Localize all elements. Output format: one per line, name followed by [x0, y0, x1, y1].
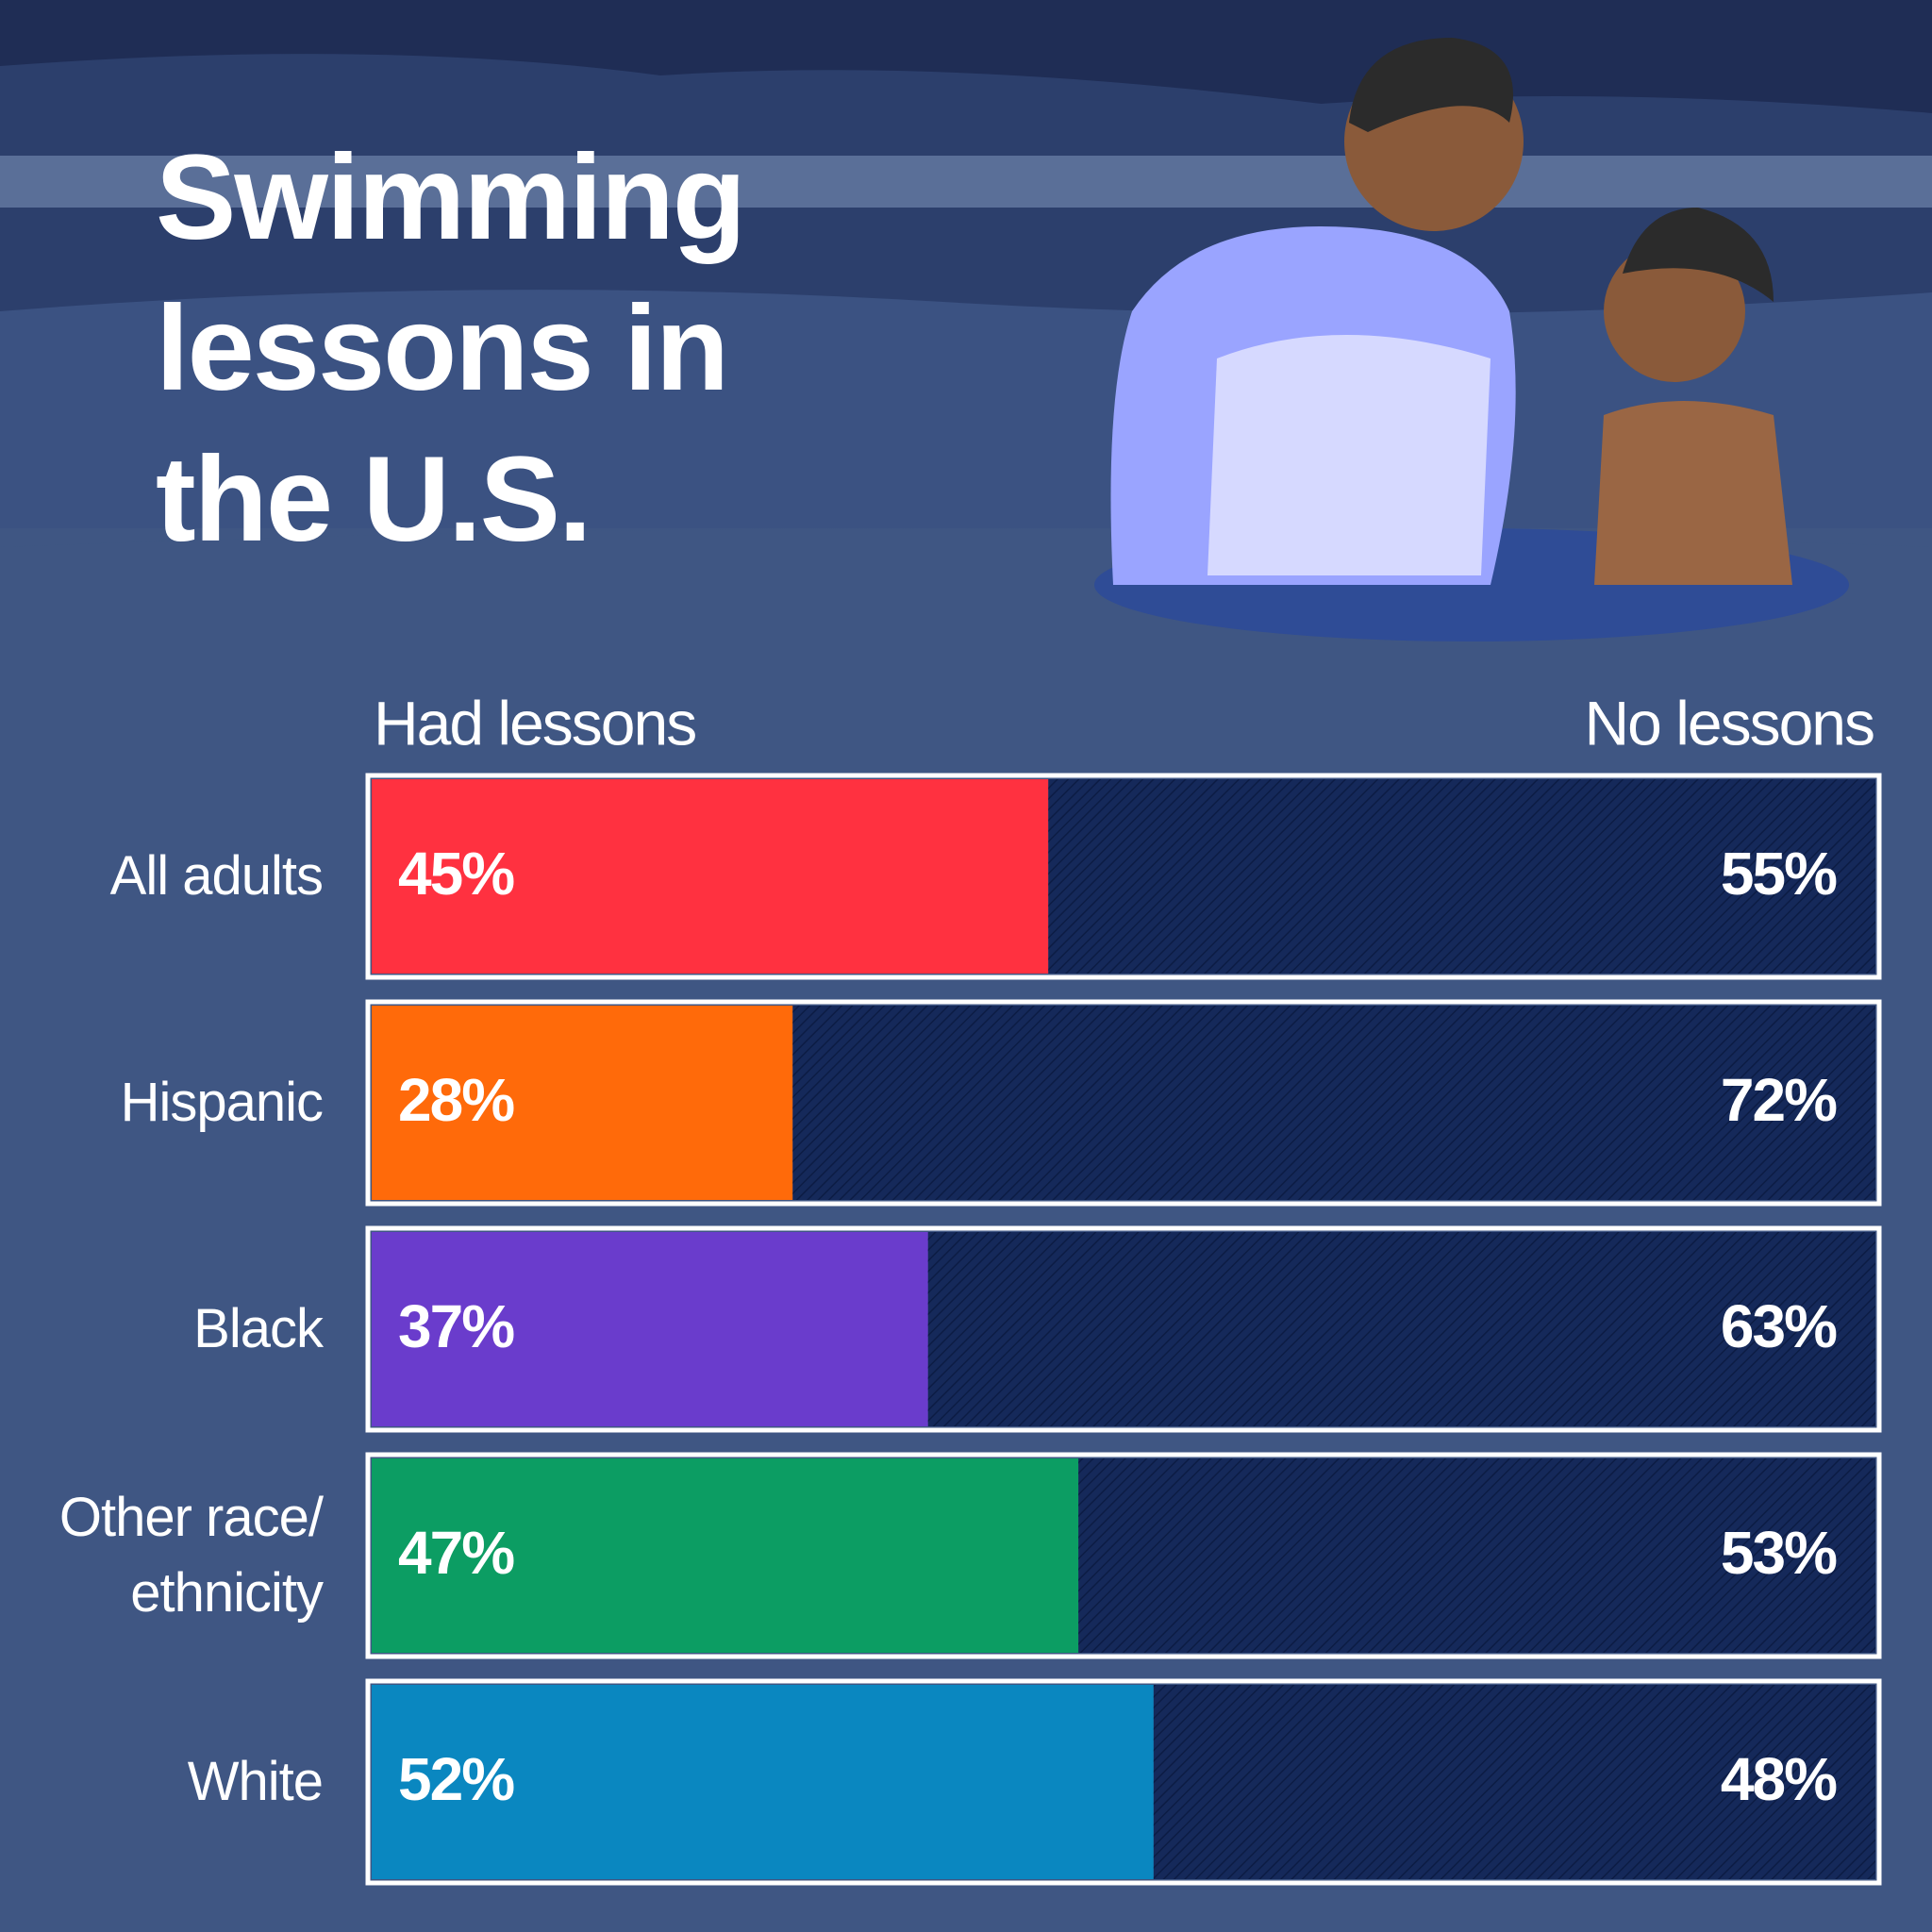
bar-frame [365, 1452, 1882, 1659]
legend-label: No lessons [1585, 688, 1874, 758]
category-label: All adults [109, 845, 324, 907]
bar-frame [365, 1678, 1882, 1886]
value-label: 55% [1721, 840, 1837, 908]
value-label: 45% [398, 840, 514, 908]
value-label: 63% [1721, 1292, 1837, 1360]
value-label: 47% [398, 1519, 514, 1587]
bar-frame [365, 999, 1882, 1207]
legend-label: Had lessons [374, 688, 695, 758]
bar-segment [372, 1006, 793, 1200]
bar-segment [372, 779, 1049, 974]
category-label: Other race/ ethnicity [58, 1487, 324, 1624]
category-label: Black [193, 1298, 324, 1359]
value-label: 28% [398, 1066, 514, 1134]
category-label: White [187, 1751, 324, 1812]
value-label: 53% [1721, 1519, 1837, 1587]
value-label: 48% [1721, 1745, 1837, 1813]
bar-segment [792, 1006, 1875, 1200]
bar-segment [372, 1232, 928, 1426]
value-label: 52% [398, 1745, 514, 1813]
bar-frame [365, 773, 1882, 980]
bar-segment [372, 1458, 1079, 1653]
bar-segment [372, 1685, 1154, 1879]
chart-title: Swimming lessons in the U.S. [156, 130, 746, 567]
value-label: 72% [1721, 1066, 1837, 1134]
category-label: Hispanic [120, 1072, 324, 1133]
value-label: 37% [398, 1292, 514, 1360]
illustration [1094, 38, 1849, 641]
bar-frame [365, 1225, 1882, 1433]
